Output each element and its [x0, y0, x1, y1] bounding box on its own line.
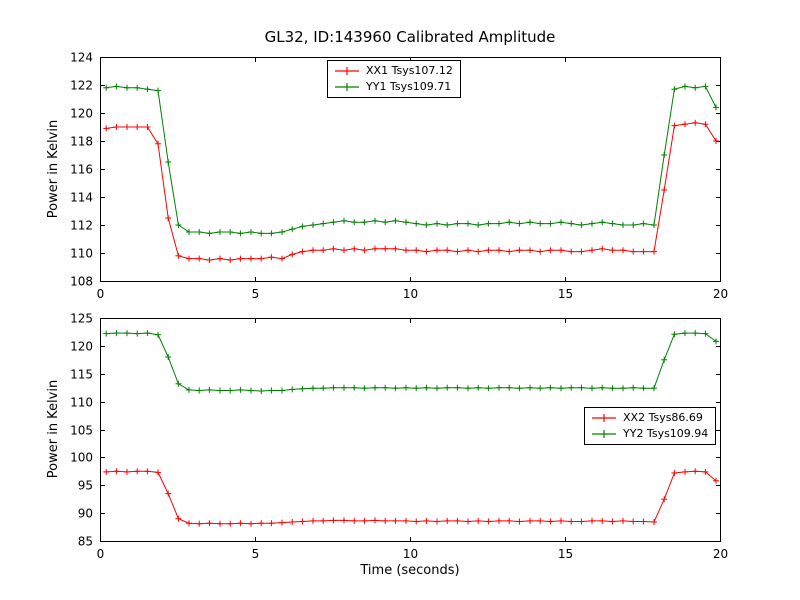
y-tick-label: 95: [78, 479, 93, 493]
axes-frame: [100, 57, 721, 282]
line-plus-marker-icon: [592, 414, 616, 422]
y-tick-label: 124: [70, 51, 93, 65]
legend-top-plot: XX1 Tsys107.12 YY1 Tsys109.71: [327, 60, 461, 98]
series-line-XX2: [106, 470, 717, 525]
series-line-XX1: [106, 122, 717, 261]
legend-label: XX1 Tsys107.12: [366, 64, 453, 77]
legend-entry-xx1: XX1 Tsys107.12: [333, 64, 453, 78]
axes-frame: [100, 318, 721, 542]
line-plus-marker-icon: [592, 430, 616, 438]
series-markers-XX1: [103, 119, 719, 263]
y-axis-label-top: Power in Kelvin: [46, 119, 61, 219]
y-tick-label: 118: [70, 135, 93, 149]
y-tick-label: 125: [70, 312, 93, 326]
tick-labels: 0 5 10 15 20 85 90 95 100 105 110 115 120 125: [70, 312, 728, 562]
series-markers-YY2: [103, 330, 719, 394]
y-tick-label: 116: [70, 163, 93, 177]
x-tick-label: 10: [403, 547, 418, 561]
series-markers-YY1: [103, 83, 719, 237]
y-tick-label: 120: [70, 107, 93, 121]
y-tick-label: 90: [78, 507, 93, 521]
x-tick-label: 15: [558, 547, 573, 561]
y-tick-label: 120: [70, 340, 93, 354]
y-axis-label-bottom: Power in Kelvin: [46, 379, 61, 479]
line-plus-marker-icon: [335, 67, 359, 75]
legend-label: YY2 Tsys109.94: [623, 427, 709, 440]
y-tick-label: 110: [70, 396, 93, 410]
series-line-YY1: [106, 85, 717, 234]
x-tick-label: 5: [252, 547, 260, 561]
line-plus-marker-icon: [335, 83, 359, 91]
y-tick-label: 105: [70, 424, 93, 438]
y-tick-label: 100: [70, 451, 93, 465]
x-tick-label: 10: [403, 287, 418, 301]
legend-entry-yy1: YY1 Tsys109.71: [333, 80, 453, 94]
legend-entry-xx2: XX2 Tsys86.69: [590, 411, 708, 425]
x-tick-label: 0: [97, 547, 105, 561]
legend-label: YY1 Tsys109.71: [366, 80, 452, 93]
y-tick-label: 85: [78, 535, 93, 549]
y-tick-label: 110: [70, 247, 93, 261]
legend-entry-yy2: YY2 Tsys109.94: [590, 427, 708, 441]
x-tick-label: 15: [558, 287, 573, 301]
legend-bottom-plot: XX2 Tsys86.69 YY2 Tsys109.94: [584, 407, 717, 445]
y-tick-label: 112: [70, 219, 93, 233]
y-tick-label: 108: [70, 275, 93, 289]
subplot-1: 0 5 10 15 20 108 110 112 114 116 118 120 122 124: [70, 51, 728, 302]
x-tick-label: 20: [713, 547, 728, 561]
legend-label: XX2 Tsys86.69: [623, 411, 703, 424]
series-markers-XX2: [103, 468, 719, 527]
x-axis-label: Time (seconds): [360, 563, 460, 578]
figure-title: GL32, ID:143960 Calibrated Amplitude: [264, 28, 556, 46]
tick-labels: 0 5 10 15 20 108 110 112 114 116 118 120 122 124: [70, 51, 728, 302]
x-tick-label: 20: [713, 287, 728, 301]
series-line-YY2: [106, 332, 717, 392]
y-tick-label: 115: [70, 368, 93, 382]
x-tick-label: 0: [97, 287, 105, 301]
x-tick-label: 5: [252, 287, 260, 301]
y-tick-label: 114: [70, 191, 93, 205]
subplot-2: 0 5 10 15 20 85 90 95 100 105 110 115 120 125: [70, 312, 728, 562]
tick-marks: [100, 318, 721, 542]
y-tick-label: 122: [70, 79, 93, 93]
